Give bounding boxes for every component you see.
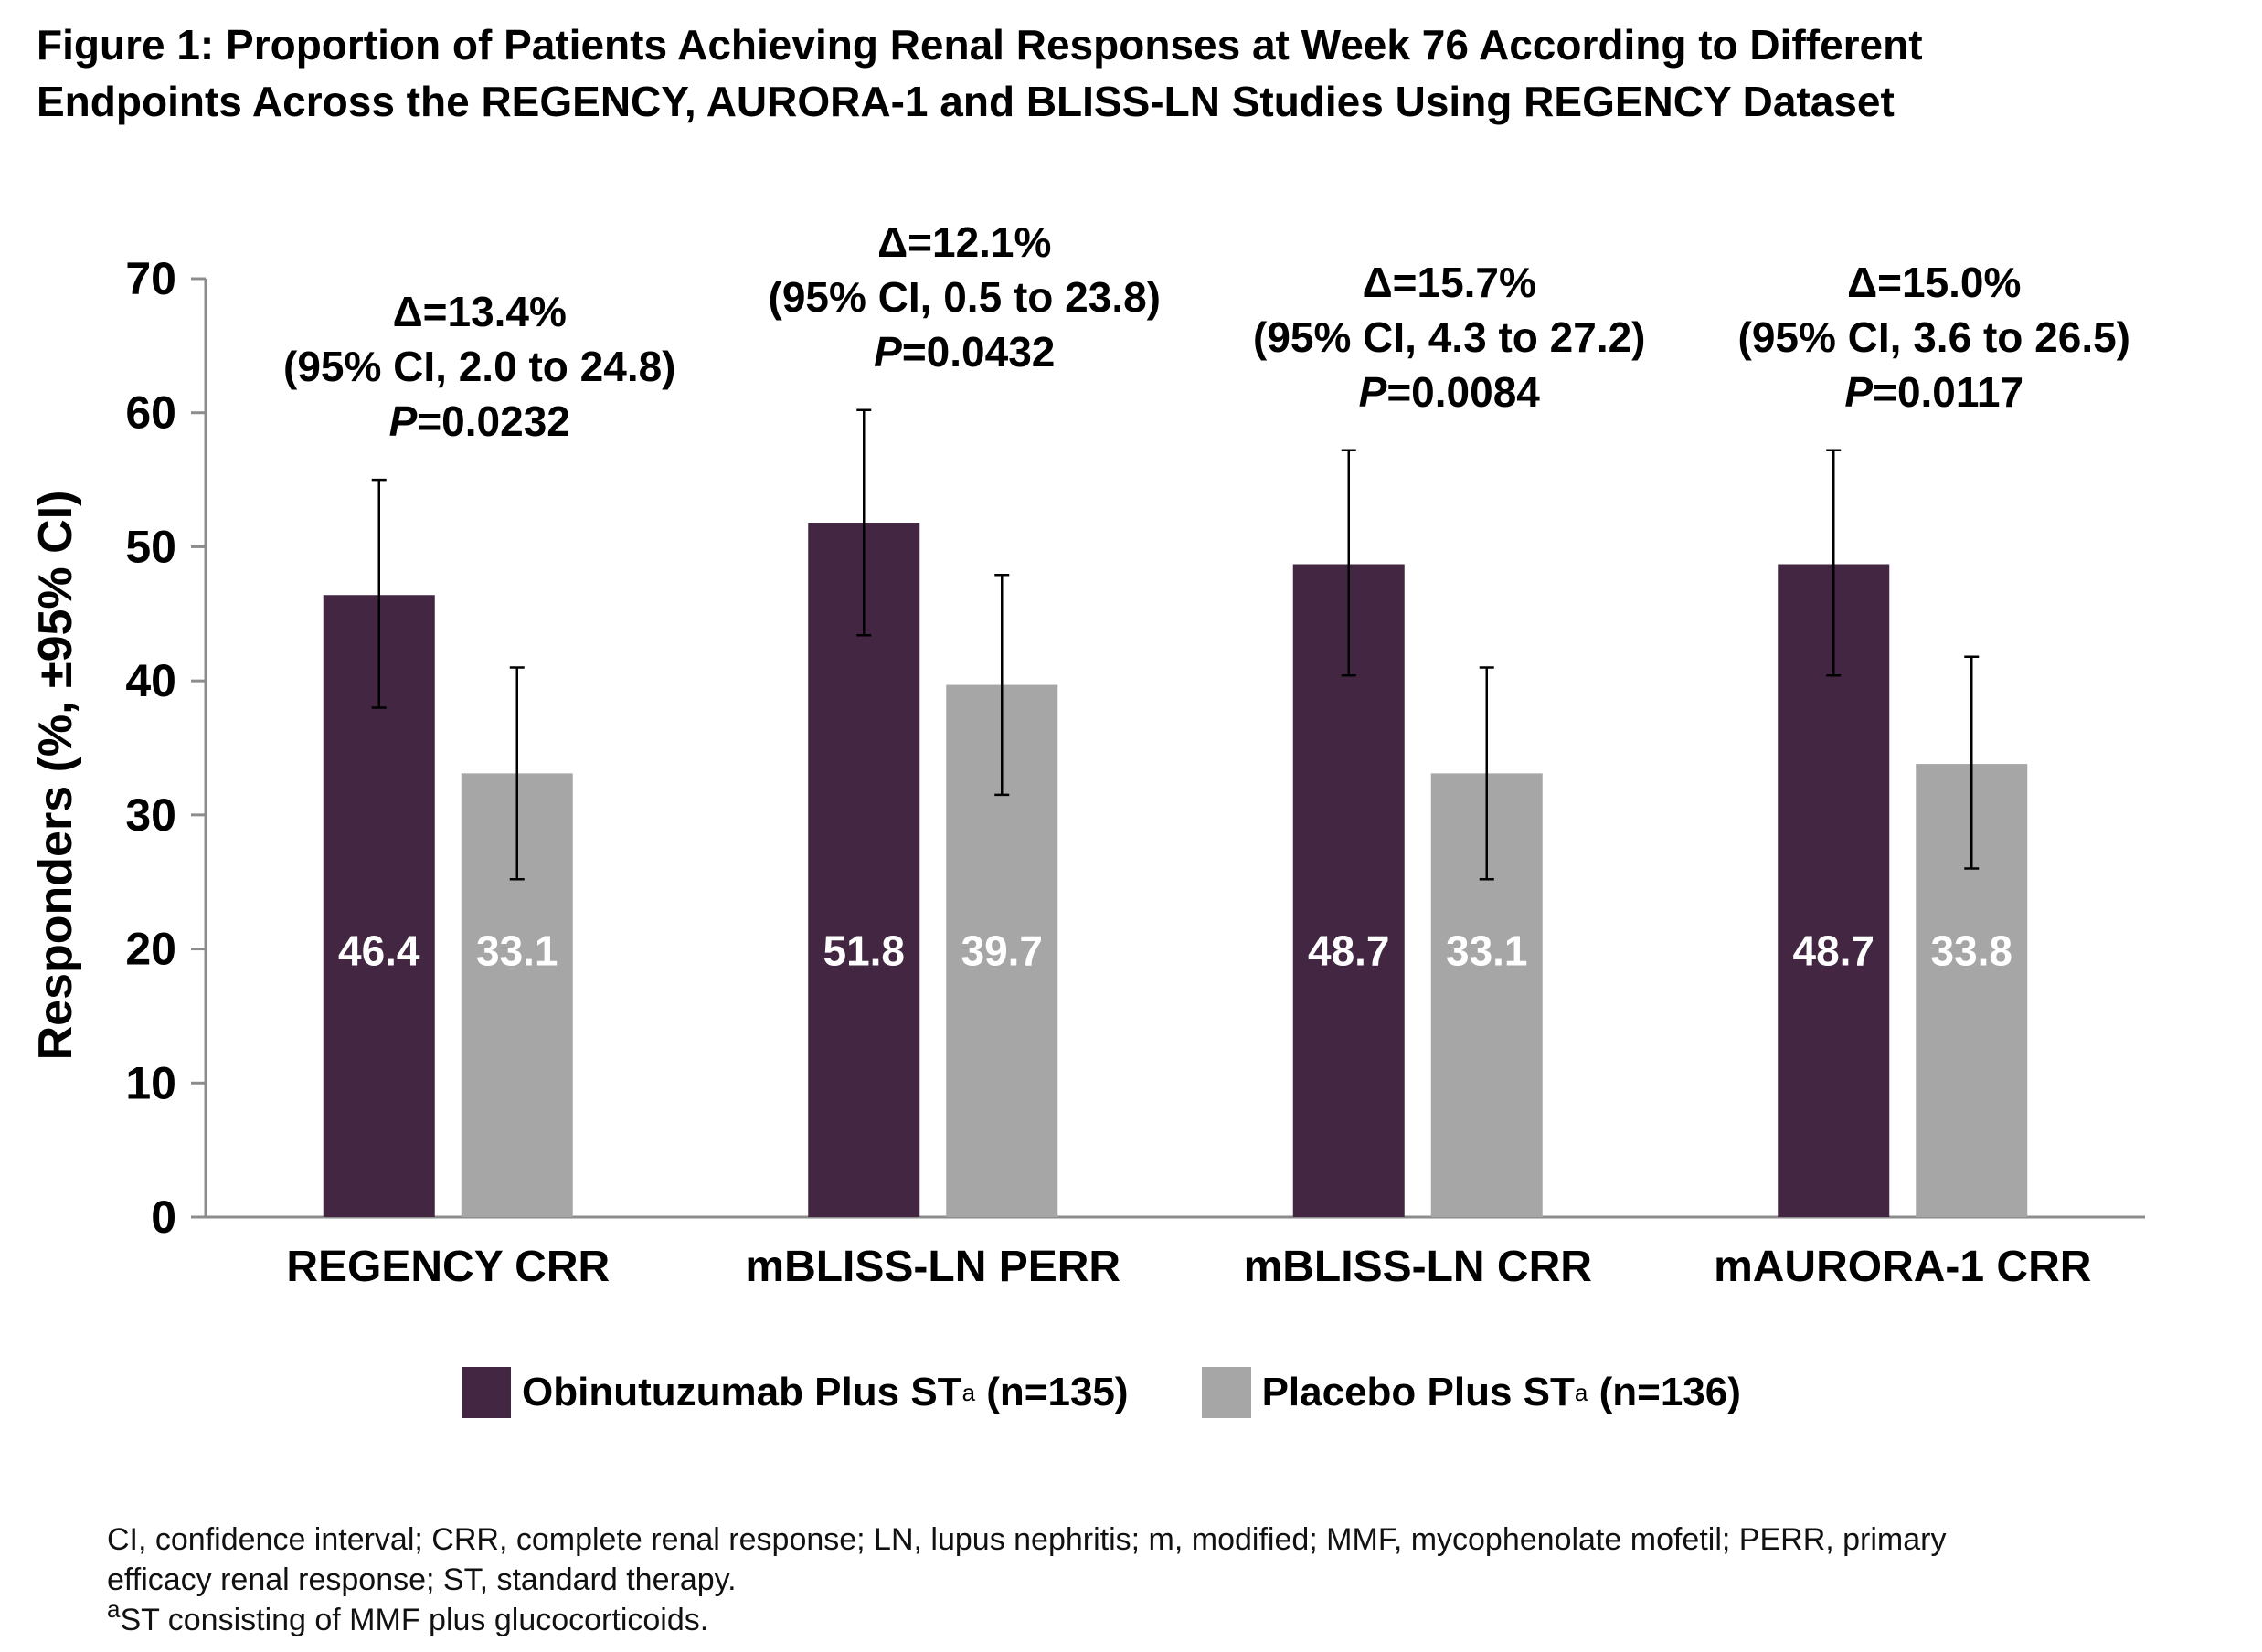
annotation-p-letter: P: [1844, 368, 1873, 416]
y-axis-title: Responders (%, ±95% CI): [29, 491, 82, 1061]
figure-title-line-2: Endpoints Across the REGENCY, AURORA-1 a…: [37, 78, 1895, 125]
annotation-p-value: P=0.0232: [389, 397, 570, 445]
annotation-ci: (95% CI, 4.3 to 27.2): [1253, 313, 1646, 361]
annotation-p-number: =0.0084: [1386, 368, 1540, 416]
data-label: 48.7: [1792, 927, 1874, 975]
footnote-line-3-text: ST consisting of MMF plus glucocorticoid…: [120, 1603, 709, 1637]
legend-swatch-placebo: [1201, 1367, 1251, 1418]
annotation-p-letter: P: [874, 328, 902, 376]
annotation-delta: Δ=15.0%: [1847, 259, 2021, 306]
data-label: 39.7: [961, 927, 1043, 975]
data-label: 33.1: [476, 927, 558, 975]
annotation-p-value: P=0.0117: [1844, 368, 2023, 416]
legend: Obinutuzumab Plus ST a (n=135) Placebo Pl…: [462, 1364, 1814, 1421]
footnote-sup: a: [107, 1595, 121, 1623]
legend-n-placebo: (n=136): [1598, 1370, 1741, 1414]
y-tick-label: 40: [125, 655, 176, 706]
figure-title: Figure 1: Proportion of Patients Achievi…: [37, 16, 2230, 130]
y-tick-label: 50: [125, 521, 176, 572]
annotation-p-letter: P: [389, 397, 418, 445]
legend-n-obinutuzumab: (n=135): [986, 1370, 1129, 1414]
y-tick-label: 0: [151, 1191, 176, 1243]
annotation-p-value: P=0.0084: [1359, 368, 1541, 416]
footnote-line-3: aST consisting of MMF plus glucocorticoi…: [107, 1597, 2209, 1640]
annotation-p-value: P=0.0432: [874, 328, 1055, 376]
x-tick-label: REGENCY CRR: [286, 1243, 610, 1291]
legend-item-obinutuzumab: Obinutuzumab Plus ST a (n=135): [462, 1367, 1129, 1418]
legend-label-obinutuzumab: Obinutuzumab Plus ST: [522, 1370, 962, 1414]
figure-title-line-1: Figure 1: Proportion of Patients Achievi…: [37, 21, 1923, 69]
annotation-ci: (95% CI, 0.5 to 23.8): [769, 273, 1162, 321]
data-label: 33.8: [1930, 927, 2012, 975]
annotation-delta: Δ=12.1%: [877, 218, 1051, 266]
footnote: CI, confidence interval; CRR, complete r…: [107, 1520, 2209, 1640]
data-label: 33.1: [1446, 927, 1528, 975]
annotation-p-letter: P: [1359, 368, 1387, 416]
bar-chart: 0 10 20 30 40 50 60 70 Responders (%, ±95% CI) 46…: [29, 218, 2145, 1291]
data-label: 51.8: [823, 927, 905, 975]
annotation-ci: (95% CI, 2.0 to 24.8): [283, 343, 676, 390]
y-tick-label: 70: [125, 253, 176, 304]
y-tick-label: 60: [125, 387, 176, 439]
annotation-p-number: =0.0117: [1873, 368, 2023, 416]
annotation-p-number: =0.0432: [902, 328, 1056, 376]
annotation-ci: (95% CI, 3.6 to 26.5): [1738, 313, 2131, 361]
legend-swatch-obinutuzumab: [462, 1367, 511, 1418]
footnote-line-2: efficacy renal response; ST, standard th…: [107, 1562, 737, 1597]
y-tick-label: 10: [125, 1057, 176, 1108]
annotation-p-number: =0.0232: [417, 397, 570, 445]
annotation-delta: Δ=15.7%: [1363, 259, 1536, 306]
legend-item-placebo: Placebo Plus ST a (n=136): [1201, 1367, 1741, 1418]
x-tick-label: mBLISS-LN CRR: [1244, 1243, 1592, 1291]
data-label: 48.7: [1308, 927, 1390, 975]
legend-label-placebo: Placebo Plus ST: [1261, 1370, 1575, 1414]
x-tick-label: mAURORA-1 CRR: [1714, 1243, 2091, 1291]
footnote-line-1: CI, confidence interval; CRR, complete r…: [107, 1522, 1947, 1557]
y-tick-label: 20: [125, 924, 176, 975]
y-tick-label: 30: [125, 789, 176, 841]
x-tick-label: mBLISS-LN PERR: [745, 1243, 1120, 1291]
bar: [808, 523, 920, 1217]
annotation-delta: Δ=13.4%: [393, 288, 567, 335]
data-label: 46.4: [338, 927, 420, 975]
